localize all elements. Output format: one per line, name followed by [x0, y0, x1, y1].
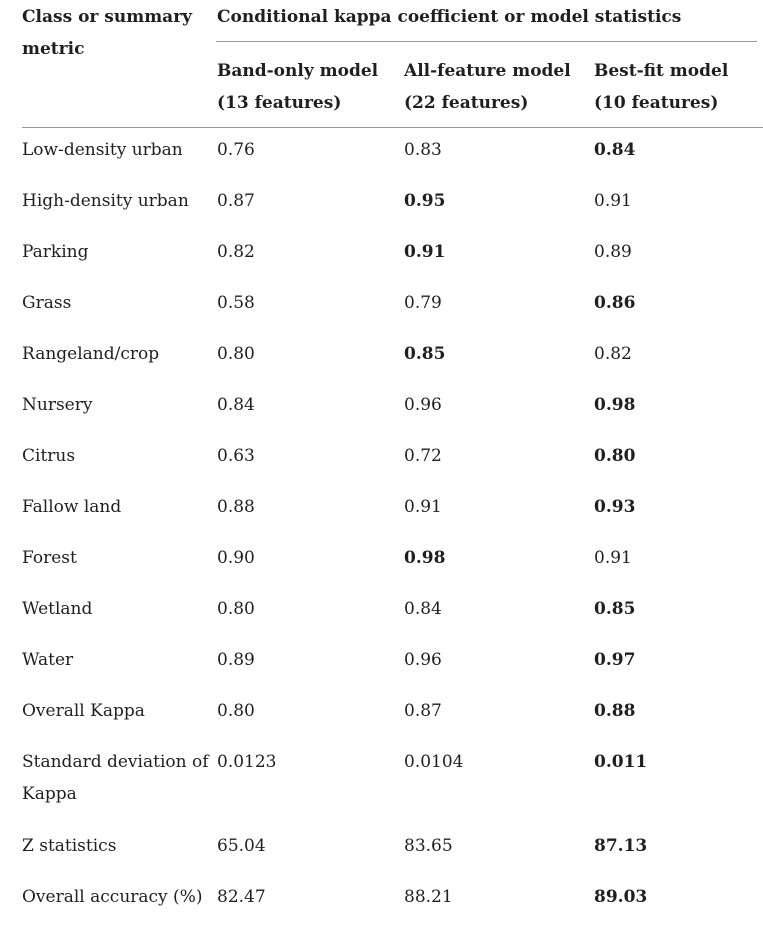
header-class-label: Class or summary metric — [22, 7, 192, 59]
row-label: Fallow land — [22, 485, 216, 536]
cell-best: 0.89 — [593, 230, 763, 281]
cell-best: 0.98 — [593, 383, 763, 434]
cell-all: 0.0104 — [403, 740, 593, 824]
cell-band: 0.88 — [216, 485, 403, 536]
cell-band: 0.84 — [216, 383, 403, 434]
cell-band: 0.63 — [216, 434, 403, 485]
cell-all: 0.87 — [403, 689, 593, 740]
cell-band: 0.80 — [216, 689, 403, 740]
cell-all: 83.65 — [403, 824, 593, 875]
row-label: Z statistics — [22, 824, 216, 875]
row-label: Citrus — [22, 434, 216, 485]
cell-all: 0.98 — [403, 536, 593, 587]
header-class: Class or summary metric — [22, 0, 216, 128]
cell-best: 0.011 — [593, 740, 763, 824]
header-group: Conditional kappa coefficient or model s… — [216, 0, 763, 51]
row-label: Wetland — [22, 587, 216, 638]
header-col-best-label: Best-fit model (10 features) — [593, 55, 763, 119]
cell-best: 0.97 — [593, 638, 763, 689]
cell-best: 0.93 — [593, 485, 763, 536]
table-container: Class or summary metric Conditional kapp… — [0, 0, 763, 831]
row-label: Overall Kappa — [22, 689, 216, 740]
cell-all: 0.84 — [403, 587, 593, 638]
cell-band: 0.80 — [216, 587, 403, 638]
cell-best: 0.80 — [593, 434, 763, 485]
cell-best: 89.03 — [593, 875, 763, 926]
cell-best: 0.85 — [593, 587, 763, 638]
row-label: High-density urban — [22, 179, 216, 230]
header-row-group: Class or summary metric Conditional kapp… — [22, 0, 763, 51]
cell-band: 65.04 — [216, 824, 403, 875]
cell-all: 0.79 — [403, 281, 593, 332]
cell-best: 0.82 — [593, 332, 763, 383]
header-col-all: All-feature model (22 features) — [403, 51, 593, 128]
header-col-best: Best-fit model (10 features) — [593, 51, 763, 128]
cell-band: 82.47 — [216, 875, 403, 926]
cell-band: 0.76 — [216, 128, 403, 180]
cell-all: 0.91 — [403, 230, 593, 281]
cell-best: 87.13 — [593, 824, 763, 875]
header-group-label: Conditional kappa coefficient or model s… — [216, 7, 681, 27]
cell-band: 0.80 — [216, 332, 403, 383]
cell-all: 0.95 — [403, 179, 593, 230]
cell-all: 88.21 — [403, 875, 593, 926]
cell-all: 0.83 — [403, 128, 593, 180]
cell-all: 0.85 — [403, 332, 593, 383]
cell-band: 0.87 — [216, 179, 403, 230]
header-col-band: Band-only model (13 features) — [216, 51, 403, 128]
row-label: Nursery — [22, 383, 216, 434]
cell-best: 0.88 — [593, 689, 763, 740]
cell-band: 0.58 — [216, 281, 403, 332]
header-col-all-label: All-feature model (22 features) — [403, 55, 593, 119]
cell-best: 0.91 — [593, 536, 763, 587]
cell-best: 0.84 — [593, 128, 763, 180]
cell-all: 0.72 — [403, 434, 593, 485]
cell-best: 0.86 — [593, 281, 763, 332]
cell-band: 0.89 — [216, 638, 403, 689]
row-label: Water — [22, 638, 216, 689]
kappa-table: Class or summary metric Conditional kapp… — [22, 0, 763, 926]
cell-all: 0.91 — [403, 485, 593, 536]
cell-band: 0.90 — [216, 536, 403, 587]
cell-band: 0.0123 — [216, 740, 403, 824]
row-label: Grass — [22, 281, 216, 332]
row-label: Forest — [22, 536, 216, 587]
row-label: Standard deviation of Kappa — [22, 740, 216, 824]
row-label: Low-density urban — [22, 128, 216, 180]
cell-band: 0.82 — [216, 230, 403, 281]
cell-best: 0.91 — [593, 179, 763, 230]
cell-all: 0.96 — [403, 638, 593, 689]
header-col-band-label: Band-only model (13 features) — [216, 55, 403, 119]
cell-all: 0.96 — [403, 383, 593, 434]
row-label: Parking — [22, 230, 216, 281]
row-label: Overall accuracy (%) — [22, 875, 216, 926]
row-label: Rangeland/crop — [22, 332, 216, 383]
